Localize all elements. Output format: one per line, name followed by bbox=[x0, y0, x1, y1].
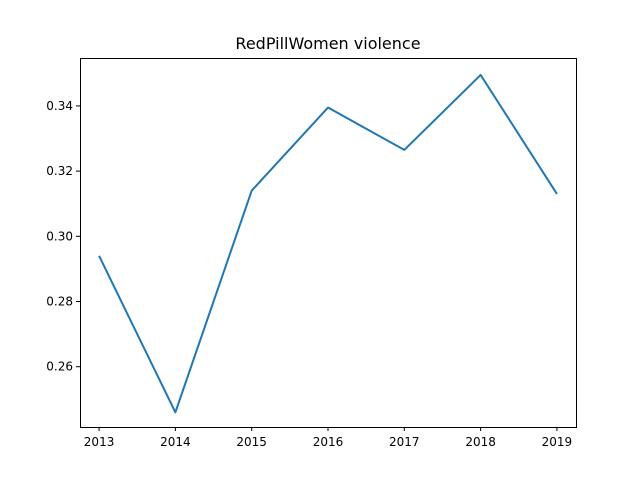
x-tick-label: 2014 bbox=[160, 435, 191, 449]
x-tick-label: 2016 bbox=[313, 435, 344, 449]
chart-title: RedPillWomen violence bbox=[235, 34, 420, 53]
x-tick-label: 2017 bbox=[389, 435, 420, 449]
x-tick-label: 2013 bbox=[84, 435, 115, 449]
y-tick-label: 0.32 bbox=[46, 164, 73, 178]
x-axis: 2013 2014 2015 2016 2017 2018 2019 bbox=[84, 427, 572, 449]
y-tick-label: 0.26 bbox=[46, 360, 73, 374]
x-tick-label: 2018 bbox=[465, 435, 496, 449]
axes-frame bbox=[80, 58, 577, 428]
y-axis: 0.26 0.28 0.30 0.32 0.34 bbox=[46, 99, 80, 374]
y-tick-label: 0.30 bbox=[46, 229, 73, 243]
x-tick-label: 2015 bbox=[236, 435, 267, 449]
y-tick-label: 0.28 bbox=[46, 295, 73, 309]
series-line bbox=[98, 73, 558, 414]
x-tick-label: 2019 bbox=[542, 435, 573, 449]
y-tick-label: 0.34 bbox=[46, 99, 73, 113]
